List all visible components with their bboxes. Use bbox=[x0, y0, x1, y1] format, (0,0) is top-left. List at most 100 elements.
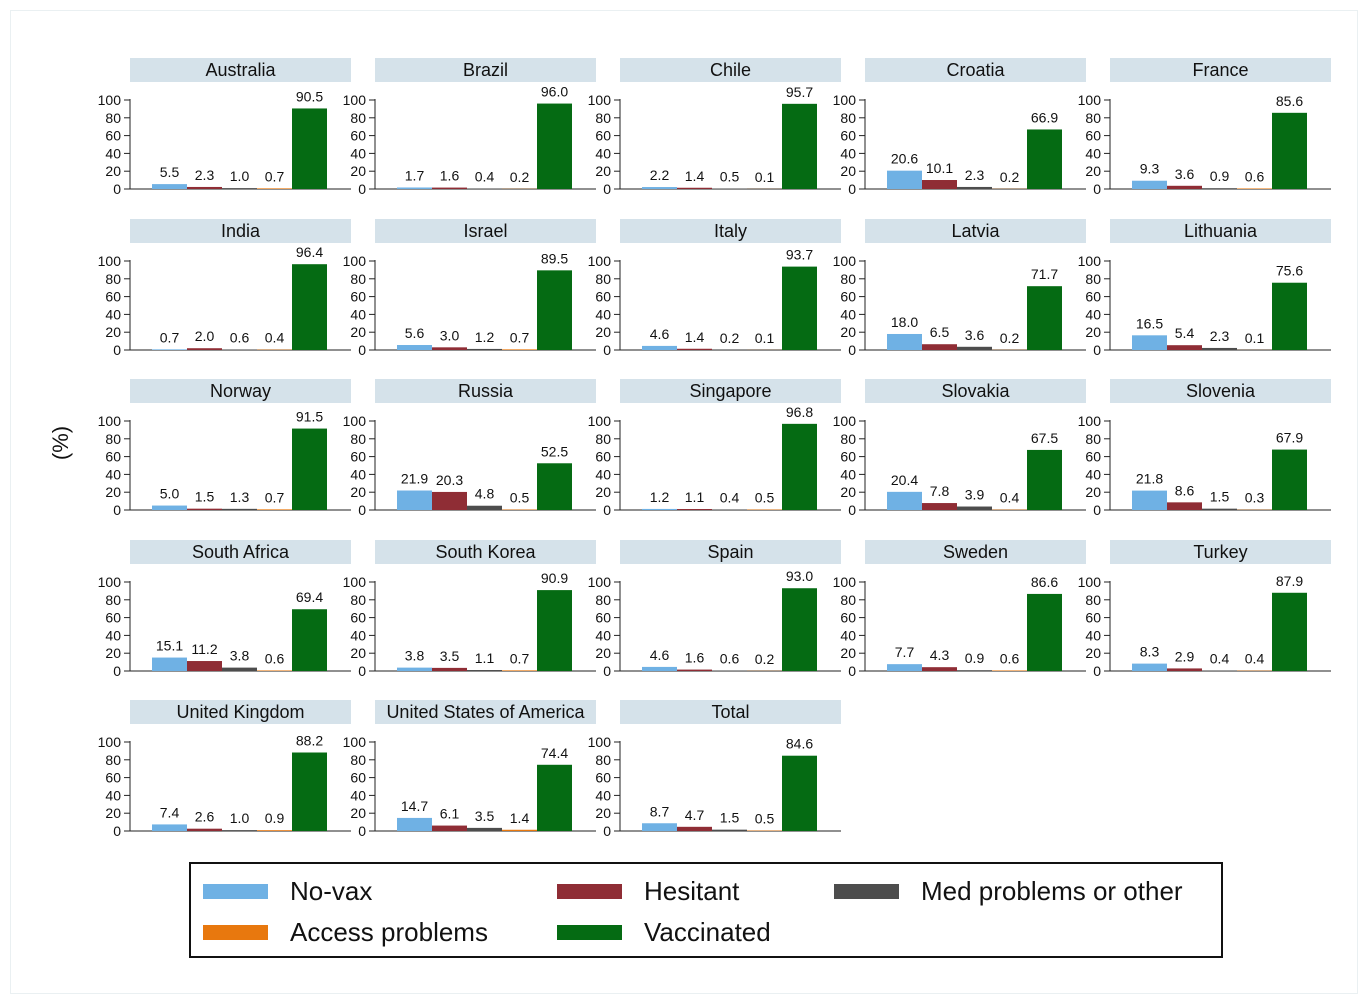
y-tick-label-latvia-60: 60 bbox=[840, 289, 856, 305]
y-tick-label-turkey-40: 40 bbox=[1085, 627, 1101, 643]
bar-united-kingdom-med-problems-or-other bbox=[222, 830, 257, 831]
y-tick-label-spain-40: 40 bbox=[595, 627, 611, 643]
data-label-turkey-access-problems: 0.4 bbox=[1245, 651, 1265, 667]
y-tick-label-chile-0: 0 bbox=[603, 181, 611, 197]
panel-title-sweden: Sweden bbox=[943, 542, 1008, 562]
y-tick-label-total-80: 80 bbox=[595, 752, 611, 768]
y-tick-label-united-states-of-america-40: 40 bbox=[350, 787, 366, 803]
bar-croatia-hesitant bbox=[922, 180, 957, 189]
panel-title-south-korea: South Korea bbox=[435, 542, 536, 562]
bar-singapore-no-vax bbox=[642, 508, 677, 510]
y-tick-label-india-40: 40 bbox=[105, 306, 121, 322]
panel-header-norway bbox=[130, 379, 351, 403]
y-tick-label-singapore-0: 0 bbox=[603, 502, 611, 518]
panel-header-total bbox=[620, 700, 841, 724]
y-tick-label-turkey-100: 100 bbox=[1078, 574, 1102, 590]
bar-united-states-of-america-hesitant bbox=[432, 825, 467, 831]
y-tick-label-turkey-20: 20 bbox=[1085, 645, 1101, 661]
panel-title-italy: Italy bbox=[714, 221, 747, 241]
bar-brazil-no-vax bbox=[397, 187, 432, 189]
y-tick-label-slovakia-80: 80 bbox=[840, 431, 856, 447]
y-tick-label-italy-0: 0 bbox=[603, 342, 611, 358]
y-tick-label-slovakia-100: 100 bbox=[833, 413, 857, 429]
y-tick-label-croatia-40: 40 bbox=[840, 145, 856, 161]
bar-total-med-problems-or-other bbox=[712, 829, 747, 831]
legend-swatch-no-vax bbox=[203, 883, 268, 899]
y-tick-label-spain-80: 80 bbox=[595, 592, 611, 608]
data-label-singapore-hesitant: 1.1 bbox=[685, 489, 705, 505]
bar-sweden-vaccinated bbox=[1027, 593, 1062, 671]
data-label-turkey-med-problems-or-other: 0.4 bbox=[1210, 651, 1230, 667]
y-tick-label-brazil-100: 100 bbox=[343, 92, 367, 108]
bar-france-med-problems-or-other bbox=[1202, 188, 1237, 189]
data-label-latvia-hesitant: 6.5 bbox=[930, 324, 950, 340]
data-label-united-kingdom-access-problems: 0.9 bbox=[265, 810, 285, 826]
data-label-italy-hesitant: 1.4 bbox=[685, 329, 705, 345]
y-tick-label-australia-60: 60 bbox=[105, 128, 121, 144]
bar-italy-hesitant bbox=[677, 348, 712, 350]
y-tick-label-united-states-of-america-80: 80 bbox=[350, 752, 366, 768]
y-tick-label-south-korea-80: 80 bbox=[350, 592, 366, 608]
y-tick-label-singapore-60: 60 bbox=[595, 449, 611, 465]
data-label-chile-no-vax: 2.2 bbox=[650, 167, 670, 183]
bar-israel-no-vax bbox=[397, 345, 432, 350]
y-tick-label-spain-100: 100 bbox=[588, 574, 612, 590]
y-tick-label-norway-40: 40 bbox=[105, 466, 121, 482]
panel-title-slovakia: Slovakia bbox=[941, 381, 1010, 401]
bar-chile-no-vax bbox=[642, 187, 677, 189]
bar-france-access-problems bbox=[1237, 188, 1272, 189]
data-label-spain-vaccinated: 93.0 bbox=[786, 568, 813, 584]
bar-sweden-no-vax bbox=[887, 664, 922, 671]
y-tick-label-norway-0: 0 bbox=[113, 502, 121, 518]
data-label-south-africa-med-problems-or-other: 3.8 bbox=[230, 648, 250, 664]
y-tick-label-lithuania-0: 0 bbox=[1093, 342, 1101, 358]
data-label-lithuania-med-problems-or-other: 2.3 bbox=[1210, 328, 1230, 344]
bar-israel-vaccinated bbox=[537, 270, 572, 350]
legend-swatch-hesitant bbox=[557, 883, 622, 899]
panel-title-india: India bbox=[221, 221, 261, 241]
bar-slovenia-vaccinated bbox=[1272, 449, 1307, 510]
data-label-total-access-problems: 0.5 bbox=[755, 811, 775, 827]
y-tick-label-russia-0: 0 bbox=[358, 502, 366, 518]
panel-title-south-africa: South Africa bbox=[192, 542, 290, 562]
y-tick-label-chile-40: 40 bbox=[595, 145, 611, 161]
y-tick-label-france-80: 80 bbox=[1085, 110, 1101, 126]
y-tick-label-croatia-80: 80 bbox=[840, 110, 856, 126]
bar-slovakia-vaccinated bbox=[1027, 449, 1062, 510]
y-tick-label-south-africa-100: 100 bbox=[98, 574, 122, 590]
bar-slovenia-med-problems-or-other bbox=[1202, 508, 1237, 510]
y-tick-label-total-20: 20 bbox=[595, 805, 611, 821]
data-label-croatia-no-vax: 20.6 bbox=[891, 151, 918, 167]
y-tick-label-india-80: 80 bbox=[105, 271, 121, 287]
y-tick-label-slovenia-40: 40 bbox=[1085, 466, 1101, 482]
panel-title-france: France bbox=[1192, 60, 1248, 80]
y-tick-label-israel-0: 0 bbox=[358, 342, 366, 358]
y-tick-label-croatia-60: 60 bbox=[840, 128, 856, 144]
y-tick-label-india-0: 0 bbox=[113, 342, 121, 358]
bar-lithuania-hesitant bbox=[1167, 345, 1202, 350]
bar-brazil-hesitant bbox=[432, 187, 467, 189]
bar-spain-no-vax bbox=[642, 666, 677, 671]
bar-turkey-vaccinated bbox=[1272, 592, 1307, 671]
panel-header-slovenia bbox=[1110, 379, 1331, 403]
data-label-brazil-hesitant: 1.6 bbox=[440, 168, 460, 184]
data-label-slovakia-vaccinated: 67.5 bbox=[1031, 430, 1058, 446]
y-tick-label-brazil-80: 80 bbox=[350, 110, 366, 126]
legend-label-access-problems: Access problems bbox=[290, 916, 488, 947]
bar-sweden-access-problems bbox=[992, 670, 1027, 671]
panel-title-united-kingdom: United Kingdom bbox=[176, 702, 304, 722]
y-tick-label-russia-60: 60 bbox=[350, 449, 366, 465]
data-label-norway-hesitant: 1.5 bbox=[195, 489, 215, 505]
bar-india-hesitant bbox=[187, 348, 222, 350]
bar-italy-vaccinated bbox=[782, 266, 817, 350]
y-tick-label-norway-20: 20 bbox=[105, 484, 121, 500]
data-label-slovenia-access-problems: 0.3 bbox=[1245, 490, 1265, 506]
y-tick-label-israel-100: 100 bbox=[343, 253, 367, 269]
